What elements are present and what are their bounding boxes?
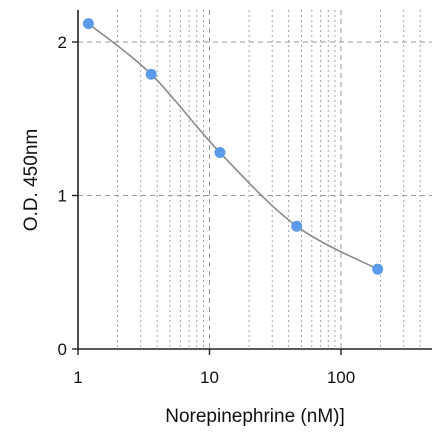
y-tick-label: 2 <box>58 33 67 52</box>
x-tick-label: 10 <box>200 368 219 387</box>
data-point <box>372 263 384 275</box>
x-tick-label: 1 <box>73 368 82 387</box>
x-tick-label: 100 <box>327 368 355 387</box>
y-axis-title: O.D. 450nm <box>21 129 42 231</box>
axes <box>77 10 432 350</box>
fit-curve-layer <box>87 22 379 270</box>
data-points <box>82 18 384 275</box>
y-tick-label: 1 <box>58 187 67 206</box>
grid <box>78 10 432 349</box>
data-point <box>214 147 226 159</box>
data-point <box>145 68 157 80</box>
data-point <box>291 220 303 232</box>
fit-curve <box>87 22 379 270</box>
x-axis-title: Norepinephrine (nM)] <box>165 406 345 427</box>
data-point <box>82 18 94 30</box>
y-tick-label: 0 <box>58 340 67 359</box>
